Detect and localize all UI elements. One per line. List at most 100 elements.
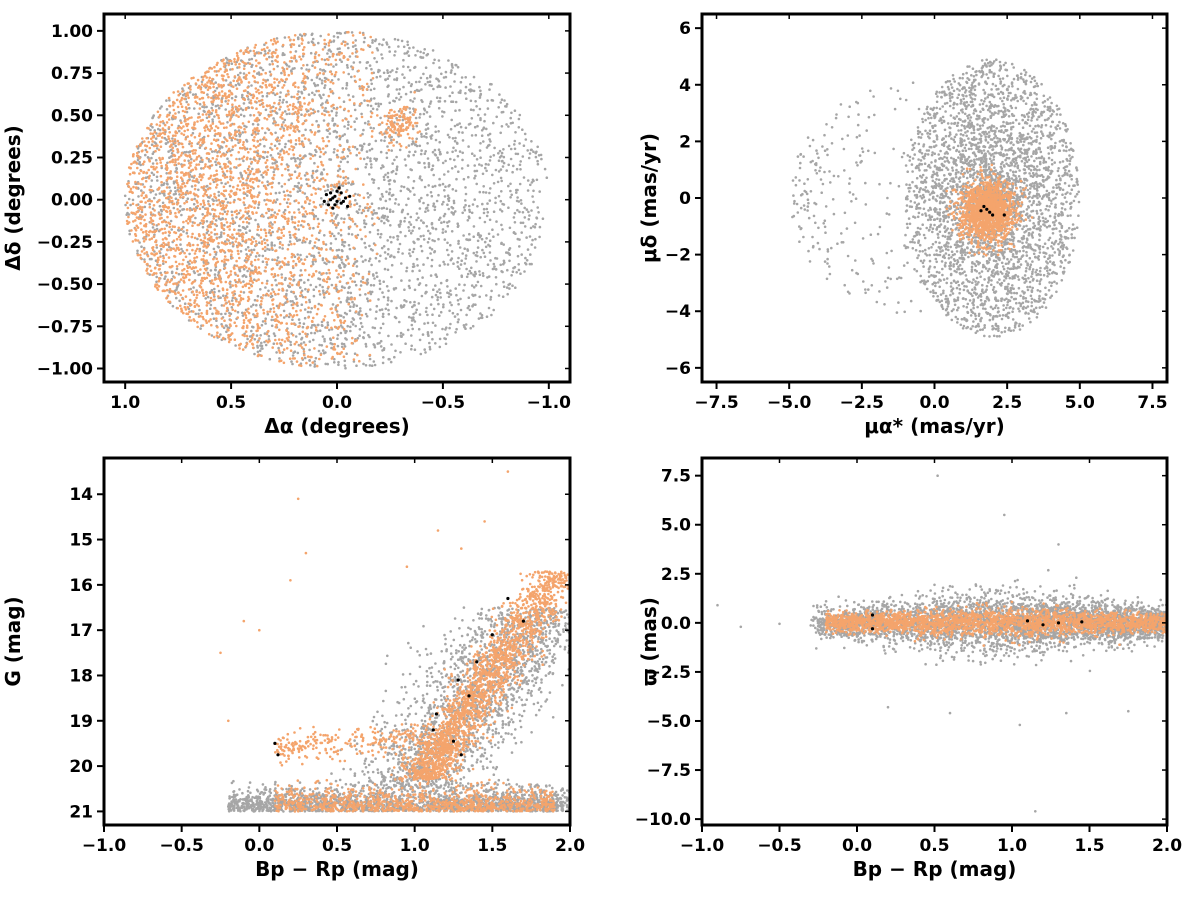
data-point-field	[328, 132, 332, 135]
data-point-field	[449, 258, 453, 262]
data-point-field	[298, 332, 302, 336]
data-point-member	[286, 300, 289, 303]
data-point-member	[294, 139, 298, 142]
data-point-field	[390, 240, 393, 244]
data-point-field	[179, 205, 182, 208]
data-point-member	[247, 217, 251, 221]
data-point-member	[278, 359, 281, 363]
data-point-field	[211, 312, 214, 316]
data-point-field	[390, 343, 393, 346]
data-point-member	[211, 291, 214, 294]
data-point-field	[271, 258, 274, 262]
data-point-field	[320, 320, 324, 324]
data-point-field	[231, 217, 234, 220]
data-point-field	[219, 145, 223, 148]
data-point-member	[272, 199, 276, 202]
data-point-member	[158, 132, 161, 135]
data-point-field	[431, 185, 435, 188]
data-point-member	[144, 213, 147, 216]
data-point-member	[173, 276, 176, 279]
data-point-member	[308, 252, 311, 256]
data-point-member	[255, 97, 259, 100]
data-point-field	[398, 98, 401, 101]
data-point-field	[269, 146, 272, 150]
data-point-member	[361, 276, 365, 279]
data-point-member	[209, 296, 213, 300]
data-point-member	[183, 83, 186, 87]
data-point-field	[448, 309, 451, 313]
data-point-field	[473, 125, 477, 129]
data-point-field	[166, 183, 169, 186]
data-point-member	[214, 97, 218, 100]
data-point-member	[277, 209, 281, 212]
data-point-member	[245, 324, 249, 328]
data-point-member	[130, 162, 133, 166]
data-point-member	[211, 100, 215, 104]
data-point-field	[343, 133, 347, 136]
data-point-field	[330, 283, 334, 287]
data-point-field	[413, 348, 417, 352]
data-point-field	[467, 238, 471, 242]
data-point-field	[386, 145, 389, 148]
data-point-field	[354, 39, 358, 42]
data-point-field	[476, 246, 480, 249]
data-point-field	[503, 99, 506, 102]
data-point-member	[174, 112, 177, 115]
data-point-member	[213, 228, 217, 231]
data-point-member	[188, 265, 192, 269]
data-point-field	[326, 362, 330, 366]
data-point-member	[277, 338, 281, 341]
data-point-field	[308, 202, 311, 206]
data-point-field	[341, 150, 345, 154]
data-point-field	[296, 253, 300, 256]
data-point-field	[356, 233, 360, 237]
data-point-field	[123, 194, 127, 198]
data-point-field	[380, 246, 384, 250]
data-point-member	[231, 256, 234, 260]
data-point-field	[336, 337, 339, 341]
data-point-field	[371, 326, 375, 329]
data-point-member	[145, 171, 149, 174]
data-point-member	[250, 205, 253, 208]
data-point-field	[358, 293, 362, 297]
data-point-member	[286, 248, 290, 251]
data-point-field	[362, 157, 366, 161]
data-point-field	[216, 151, 219, 154]
data-point-field	[395, 165, 399, 168]
data-point-member	[244, 206, 247, 210]
data-point-field	[386, 303, 389, 306]
data-point-field	[217, 289, 221, 293]
data-point-field	[434, 130, 438, 134]
data-point-member	[344, 179, 347, 182]
data-point-field	[507, 206, 510, 209]
data-point-field	[462, 177, 466, 181]
data-point-field	[283, 208, 287, 212]
data-point-field	[251, 167, 254, 171]
data-point-field	[529, 183, 532, 187]
data-point-field	[381, 43, 384, 47]
data-point-field	[402, 45, 406, 49]
data-point-field	[428, 232, 432, 235]
data-point-member	[198, 207, 202, 211]
data-point-member	[218, 274, 221, 277]
data-point-field	[282, 127, 286, 130]
data-point-member	[235, 114, 238, 117]
data-point-field	[458, 267, 461, 271]
data-point-member	[295, 97, 299, 100]
data-point-member	[174, 158, 177, 161]
data-point-field	[492, 121, 495, 125]
data-point-member	[280, 136, 283, 139]
data-point-field	[337, 363, 340, 367]
data-point-member	[223, 194, 226, 198]
data-point-member	[208, 187, 212, 190]
data-point-member	[260, 86, 264, 89]
data-point-field	[179, 243, 182, 246]
data-point-field	[136, 158, 140, 162]
data-point-field	[377, 68, 380, 72]
data-point-member	[152, 144, 156, 148]
data-point-field	[407, 197, 410, 200]
data-point-field	[480, 129, 484, 132]
data-point-member	[263, 319, 267, 323]
data-point-field	[414, 80, 418, 84]
data-point-member	[234, 192, 238, 196]
